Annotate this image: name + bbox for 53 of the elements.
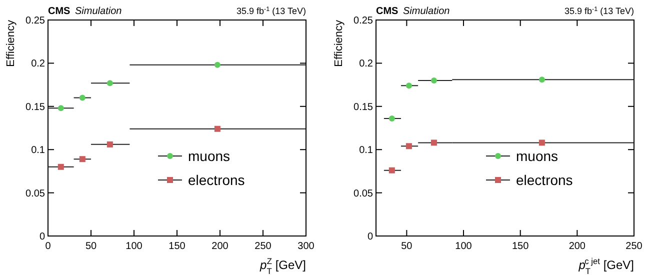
legend-label: electrons — [516, 172, 573, 188]
legend-label: electrons — [188, 172, 245, 188]
chart-title: CMS — [48, 6, 71, 17]
point — [538, 140, 545, 146]
y-tick-label: 0.1 — [359, 145, 374, 156]
x-tick-label: 200 — [568, 241, 586, 252]
point — [214, 126, 220, 132]
y-tick-label: 0.15 — [26, 102, 46, 113]
point — [214, 62, 220, 68]
x-tick-label: 150 — [168, 241, 186, 252]
chart-subtitle: Simulation — [75, 6, 122, 17]
point — [388, 167, 395, 174]
legend-label: muons — [188, 148, 230, 164]
x-tick-label: 50 — [401, 241, 413, 252]
chart-subtitle: Simulation — [403, 6, 450, 17]
y-tick-label: 0.1 — [31, 145, 46, 156]
y-tick-label: 0.2 — [359, 58, 374, 70]
text: 35.9 fb$^{-1}$ (13 TeV) — [564, 6, 634, 16]
point — [79, 94, 86, 101]
x-tick-label: 100 — [126, 241, 143, 252]
x-axis-title: p$_{T}$$^{Z}$ [GeV] — [259, 256, 306, 275]
chart-title: CMS — [376, 6, 399, 17]
y-tick-label: 0.25 — [26, 16, 46, 26]
x-tick-label: 250 — [254, 241, 272, 252]
y-axis-title: Efficiency — [333, 20, 345, 67]
y-tick-label: 0.15 — [354, 102, 374, 113]
text: 35.9 fb$^{-1}$ (13 TeV) — [236, 6, 306, 16]
point — [58, 105, 64, 112]
y-tick-label: 0 — [367, 232, 374, 242]
point — [106, 80, 113, 86]
point — [406, 143, 412, 150]
y-axis-title: Efficiency — [5, 20, 17, 67]
point — [538, 76, 545, 83]
x-tick-label: 150 — [512, 241, 530, 252]
y-tick-label: 0 — [39, 232, 46, 242]
point — [430, 77, 437, 84]
point — [388, 115, 395, 122]
x-tick-label: 250 — [626, 241, 643, 252]
point — [406, 82, 412, 89]
x-tick-label: 100 — [455, 241, 472, 252]
y-tick-label: 0.2 — [31, 58, 46, 70]
point — [58, 164, 64, 170]
point — [79, 156, 86, 162]
x-tick-label: 200 — [212, 241, 229, 252]
x-tick-label: 50 — [85, 241, 97, 252]
x-tick-label: 300 — [298, 241, 315, 252]
legend-label: muons — [516, 148, 558, 164]
y-tick-label: 0.05 — [26, 188, 46, 200]
y-tick-label: 0.05 — [354, 188, 374, 200]
y-tick-label: 0.25 — [354, 16, 374, 26]
x-axis-title: p$_{T}$$^{c jet}$ [GeV] — [578, 256, 634, 275]
point — [106, 141, 113, 148]
point — [430, 140, 437, 146]
